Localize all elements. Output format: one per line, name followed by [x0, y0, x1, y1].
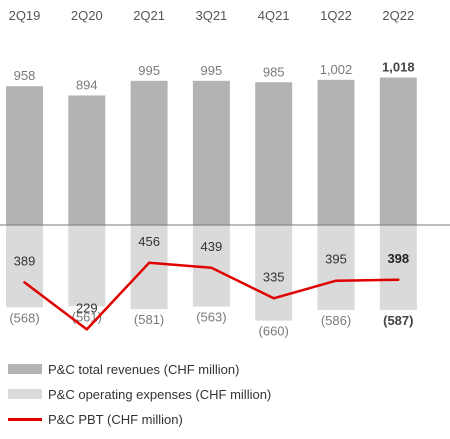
chart-svg: 2Q19958(568)2Q20894(561)2Q21995(581)3Q21… [0, 8, 450, 339]
expense-bar [68, 225, 106, 307]
revenue-bar [379, 77, 417, 226]
pbt-line [23, 261, 400, 331]
revenue-value-label: 995 [201, 63, 223, 78]
expense-value-label: (563) [196, 310, 226, 325]
expense-value-label: (581) [134, 312, 164, 327]
legend-label-revenues: P&C total revenues (CHF million) [48, 361, 240, 377]
expense-value-label: (587) [383, 313, 413, 328]
pbt-value-label: 439 [201, 239, 223, 254]
revenue-bar [6, 86, 43, 226]
category-label: 2Q22 [382, 8, 414, 23]
expense-bar [6, 225, 43, 308]
revenue-value-label: 985 [263, 64, 285, 79]
revenue-value-label: 995 [138, 63, 160, 78]
category-label: 4Q21 [258, 8, 290, 23]
revenue-value-label: 1,018 [382, 59, 415, 74]
legend-swatch-expenses [8, 389, 42, 399]
pbt-value-label: 398 [387, 251, 409, 266]
revenue-bar [130, 80, 168, 226]
category-label: 2Q21 [133, 8, 165, 23]
pbt-value-label: 335 [263, 269, 285, 284]
category-label: 2Q19 [9, 8, 41, 23]
revenue-value-label: 894 [76, 77, 98, 92]
pbt-value-label: 395 [325, 252, 347, 267]
pbt-value-label: 389 [14, 253, 36, 268]
expense-value-label: (660) [259, 324, 289, 339]
legend-line-pbt [8, 417, 42, 421]
legend-item-pbt: P&C PBT (CHF million) [8, 408, 428, 430]
expense-bar [255, 225, 293, 321]
legend-item-expenses: P&C operating expenses (CHF million) [8, 383, 428, 405]
revenue-value-label: 958 [14, 68, 36, 83]
revenue-value-label: 1,002 [320, 62, 353, 77]
revenue-bar [317, 79, 355, 225]
revenue-bar [68, 95, 106, 225]
legend-item-revenues: P&C total revenues (CHF million) [8, 358, 428, 380]
legend-label-expenses: P&C operating expenses (CHF million) [48, 386, 272, 402]
expense-bar [317, 225, 355, 310]
revenue-bar [192, 80, 230, 226]
expense-value-label: (586) [321, 313, 351, 328]
revenue-bar [255, 82, 293, 225]
category-label: 2Q20 [71, 8, 103, 23]
category-label: 1Q22 [320, 8, 352, 23]
expense-bar [379, 225, 417, 311]
legend: P&C total revenues (CHF million) P&C ope… [8, 358, 428, 433]
pbt-value-label: 456 [138, 234, 160, 249]
expense-value-label: (568) [9, 310, 39, 325]
legend-swatch-revenues [8, 364, 42, 374]
legend-label-pbt: P&C PBT (CHF million) [48, 411, 183, 427]
expense-bar [130, 225, 168, 310]
category-label: 3Q21 [195, 8, 227, 23]
pbt-value-label: 229 [76, 300, 98, 315]
